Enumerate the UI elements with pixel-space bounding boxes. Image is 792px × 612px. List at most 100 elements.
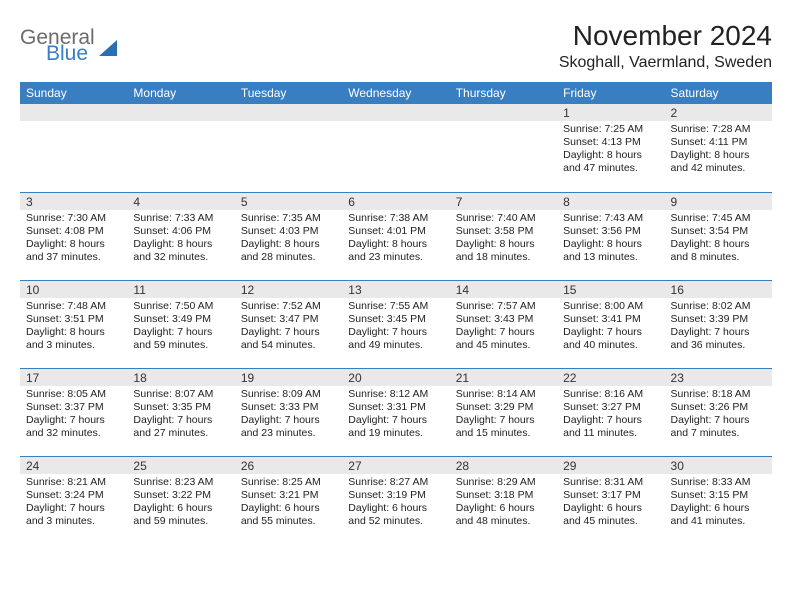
- sunrise-text: Sunrise: 8:25 AM: [241, 476, 336, 489]
- calendar-day-cell: 24Sunrise: 8:21 AMSunset: 3:24 PMDayligh…: [20, 456, 127, 544]
- day-number: 6: [342, 193, 449, 210]
- daylight-text: Daylight: 7 hours and 15 minutes.: [456, 414, 551, 440]
- sunset-text: Sunset: 3:47 PM: [241, 313, 336, 326]
- sunset-text: Sunset: 3:49 PM: [133, 313, 228, 326]
- calendar-table: SundayMondayTuesdayWednesdayThursdayFrid…: [20, 82, 772, 544]
- day-details: [450, 121, 557, 127]
- calendar-day-cell: [20, 104, 127, 192]
- sunrise-text: Sunrise: 8:27 AM: [348, 476, 443, 489]
- daylight-text: Daylight: 7 hours and 27 minutes.: [133, 414, 228, 440]
- weekday-header: Friday: [557, 82, 664, 104]
- sunset-text: Sunset: 3:54 PM: [671, 225, 766, 238]
- daylight-text: Daylight: 8 hours and 42 minutes.: [671, 149, 766, 175]
- day-details: Sunrise: 8:14 AMSunset: 3:29 PMDaylight:…: [450, 386, 557, 445]
- calendar-day-cell: 3Sunrise: 7:30 AMSunset: 4:08 PMDaylight…: [20, 192, 127, 280]
- daylight-text: Daylight: 6 hours and 45 minutes.: [563, 502, 658, 528]
- sunset-text: Sunset: 3:22 PM: [133, 489, 228, 502]
- daylight-text: Daylight: 8 hours and 18 minutes.: [456, 238, 551, 264]
- sunrise-text: Sunrise: 7:33 AM: [133, 212, 228, 225]
- daylight-text: Daylight: 8 hours and 23 minutes.: [348, 238, 443, 264]
- calendar-day-cell: [235, 104, 342, 192]
- daylight-text: Daylight: 7 hours and 54 minutes.: [241, 326, 336, 352]
- daylight-text: Daylight: 8 hours and 28 minutes.: [241, 238, 336, 264]
- sunrise-text: Sunrise: 8:33 AM: [671, 476, 766, 489]
- sunset-text: Sunset: 3:37 PM: [26, 401, 121, 414]
- calendar-day-cell: 13Sunrise: 7:55 AMSunset: 3:45 PMDayligh…: [342, 280, 449, 368]
- day-number: 28: [450, 457, 557, 474]
- sunrise-text: Sunrise: 7:35 AM: [241, 212, 336, 225]
- daylight-text: Daylight: 8 hours and 47 minutes.: [563, 149, 658, 175]
- daylight-text: Daylight: 6 hours and 52 minutes.: [348, 502, 443, 528]
- day-number: [450, 104, 557, 121]
- sunrise-text: Sunrise: 8:31 AM: [563, 476, 658, 489]
- sunset-text: Sunset: 4:11 PM: [671, 136, 766, 149]
- logo: General Blue: [20, 20, 117, 64]
- calendar-day-cell: 22Sunrise: 8:16 AMSunset: 3:27 PMDayligh…: [557, 368, 664, 456]
- sunrise-text: Sunrise: 7:40 AM: [456, 212, 551, 225]
- sunrise-text: Sunrise: 7:43 AM: [563, 212, 658, 225]
- day-number: 27: [342, 457, 449, 474]
- sunrise-text: Sunrise: 8:02 AM: [671, 300, 766, 313]
- calendar-day-cell: 4Sunrise: 7:33 AMSunset: 4:06 PMDaylight…: [127, 192, 234, 280]
- daylight-text: Daylight: 7 hours and 19 minutes.: [348, 414, 443, 440]
- day-number: 29: [557, 457, 664, 474]
- daylight-text: Daylight: 7 hours and 40 minutes.: [563, 326, 658, 352]
- sunrise-text: Sunrise: 8:09 AM: [241, 388, 336, 401]
- calendar-day-cell: 21Sunrise: 8:14 AMSunset: 3:29 PMDayligh…: [450, 368, 557, 456]
- day-details: Sunrise: 7:35 AMSunset: 4:03 PMDaylight:…: [235, 210, 342, 269]
- sunrise-text: Sunrise: 8:23 AM: [133, 476, 228, 489]
- sunset-text: Sunset: 3:15 PM: [671, 489, 766, 502]
- sunset-text: Sunset: 3:19 PM: [348, 489, 443, 502]
- day-number: 19: [235, 369, 342, 386]
- day-number: [235, 104, 342, 121]
- day-number: 20: [342, 369, 449, 386]
- sunset-text: Sunset: 3:27 PM: [563, 401, 658, 414]
- sunrise-text: Sunrise: 8:21 AM: [26, 476, 121, 489]
- day-number: [342, 104, 449, 121]
- calendar-day-cell: 6Sunrise: 7:38 AMSunset: 4:01 PMDaylight…: [342, 192, 449, 280]
- day-number: 15: [557, 281, 664, 298]
- day-number: 11: [127, 281, 234, 298]
- day-details: Sunrise: 7:38 AMSunset: 4:01 PMDaylight:…: [342, 210, 449, 269]
- sunrise-text: Sunrise: 7:30 AM: [26, 212, 121, 225]
- sunset-text: Sunset: 3:39 PM: [671, 313, 766, 326]
- day-number: 26: [235, 457, 342, 474]
- day-number: 12: [235, 281, 342, 298]
- sunrise-text: Sunrise: 8:07 AM: [133, 388, 228, 401]
- weekday-header: Monday: [127, 82, 234, 104]
- day-number: 22: [557, 369, 664, 386]
- calendar-day-cell: 16Sunrise: 8:02 AMSunset: 3:39 PMDayligh…: [665, 280, 772, 368]
- day-number: 5: [235, 193, 342, 210]
- calendar-day-cell: 28Sunrise: 8:29 AMSunset: 3:18 PMDayligh…: [450, 456, 557, 544]
- day-number: 7: [450, 193, 557, 210]
- sunset-text: Sunset: 3:18 PM: [456, 489, 551, 502]
- day-details: [342, 121, 449, 127]
- sunrise-text: Sunrise: 8:16 AM: [563, 388, 658, 401]
- sunset-text: Sunset: 3:33 PM: [241, 401, 336, 414]
- sunrise-text: Sunrise: 7:45 AM: [671, 212, 766, 225]
- day-number: 25: [127, 457, 234, 474]
- calendar-day-cell: 30Sunrise: 8:33 AMSunset: 3:15 PMDayligh…: [665, 456, 772, 544]
- daylight-text: Daylight: 8 hours and 37 minutes.: [26, 238, 121, 264]
- day-details: Sunrise: 8:31 AMSunset: 3:17 PMDaylight:…: [557, 474, 664, 533]
- calendar-day-cell: 23Sunrise: 8:18 AMSunset: 3:26 PMDayligh…: [665, 368, 772, 456]
- calendar-day-cell: 9Sunrise: 7:45 AMSunset: 3:54 PMDaylight…: [665, 192, 772, 280]
- calendar-week-row: 10Sunrise: 7:48 AMSunset: 3:51 PMDayligh…: [20, 280, 772, 368]
- day-details: Sunrise: 8:16 AMSunset: 3:27 PMDaylight:…: [557, 386, 664, 445]
- calendar-day-cell: 2Sunrise: 7:28 AMSunset: 4:11 PMDaylight…: [665, 104, 772, 192]
- weekday-header: Thursday: [450, 82, 557, 104]
- day-details: Sunrise: 7:28 AMSunset: 4:11 PMDaylight:…: [665, 121, 772, 180]
- weekday-header: Wednesday: [342, 82, 449, 104]
- calendar-week-row: 3Sunrise: 7:30 AMSunset: 4:08 PMDaylight…: [20, 192, 772, 280]
- day-details: Sunrise: 8:07 AMSunset: 3:35 PMDaylight:…: [127, 386, 234, 445]
- title-block: November 2024 Skoghall, Vaermland, Swede…: [559, 20, 772, 72]
- day-details: Sunrise: 7:45 AMSunset: 3:54 PMDaylight:…: [665, 210, 772, 269]
- day-number: 8: [557, 193, 664, 210]
- day-details: Sunrise: 8:29 AMSunset: 3:18 PMDaylight:…: [450, 474, 557, 533]
- day-details: Sunrise: 7:52 AMSunset: 3:47 PMDaylight:…: [235, 298, 342, 357]
- day-details: [20, 121, 127, 127]
- day-details: Sunrise: 8:00 AMSunset: 3:41 PMDaylight:…: [557, 298, 664, 357]
- day-details: Sunrise: 7:40 AMSunset: 3:58 PMDaylight:…: [450, 210, 557, 269]
- daylight-text: Daylight: 7 hours and 23 minutes.: [241, 414, 336, 440]
- sunset-text: Sunset: 3:17 PM: [563, 489, 658, 502]
